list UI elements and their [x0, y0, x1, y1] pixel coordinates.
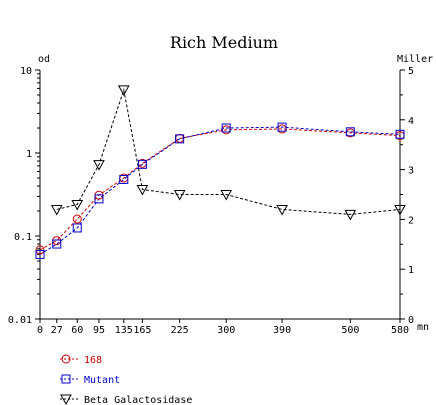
x-tick-label: 135: [115, 325, 133, 336]
x-tick-label: 165: [133, 325, 151, 336]
data-point-series-2: [345, 127, 355, 137]
data-point-series-2: [72, 223, 82, 233]
y-right-tick-label: 4: [408, 116, 414, 127]
x-tick-label: 27: [51, 325, 63, 336]
y-right-tick-label: 0: [408, 315, 414, 326]
data-point-series-2: [175, 134, 185, 144]
y-right-tick-label: 1: [408, 265, 414, 276]
data-point-series-3: [394, 204, 406, 216]
data-point-series-1: [72, 214, 82, 224]
chart-title: Rich Medium: [170, 33, 278, 52]
data-point-series-3: [50, 204, 63, 216]
axis-ticks: 0.01 0.1 1 10 0 1 2 3 4 5 0 27 60 95 135 165 225 300 390 50…: [8, 66, 414, 336]
series-markers: [35, 85, 406, 259]
data-point-series-2: [119, 174, 129, 184]
data-point-series-3: [71, 199, 84, 211]
y-left-tick-label: 0.1: [14, 232, 32, 243]
x-tick-label: 390: [273, 325, 291, 336]
x-tick-label: 500: [341, 325, 359, 336]
y-right-tick-label: 3: [408, 166, 414, 177]
data-point-series-3: [93, 160, 105, 171]
data-point-series-3: [220, 190, 233, 201]
data-point-series-3: [136, 185, 149, 196]
series-line-3: [56, 87, 401, 215]
series-line-1: [39, 128, 401, 251]
x-tick-label: 0: [37, 325, 43, 336]
data-point-series-2: [35, 249, 45, 259]
data-point-series-2: [137, 159, 147, 169]
legend-marker: [61, 354, 71, 364]
legend-marker: [61, 374, 71, 384]
data-point-series-2: [277, 122, 287, 132]
data-point-series-2: [94, 194, 104, 204]
y-right-tick-label: 5: [408, 66, 414, 77]
data-point-series-3: [344, 209, 357, 221]
data-point-series-3: [276, 204, 288, 216]
series-lines: [39, 87, 401, 255]
legend-label: 168: [84, 355, 102, 366]
y-right-tick-label: 2: [408, 215, 414, 226]
legend-label: Beta Galactosidase: [84, 395, 192, 405]
y-left-tick-label: 10: [20, 66, 32, 77]
data-point-series-3: [173, 190, 186, 201]
legend-marker: [60, 394, 72, 405]
x-tick-label: 580: [391, 325, 409, 336]
y-left-tick-label: 1: [26, 149, 32, 160]
legend-label: Mutant: [84, 375, 120, 386]
x-tick-label: 95: [93, 325, 105, 336]
y-left-axis-label: od: [38, 54, 50, 65]
data-point-series-3: [117, 85, 130, 96]
x-tick-label: 300: [217, 325, 235, 336]
data-point-series-2: [221, 123, 231, 133]
x-axis-label: mn: [417, 322, 429, 333]
data-point-series-1: [35, 245, 45, 255]
y-left-tick-label: 0.01: [8, 315, 32, 326]
x-tick-label: 225: [171, 325, 189, 336]
legend: 168 Mutant Beta Galactosidase: [60, 354, 192, 405]
data-point-series-2: [52, 239, 62, 249]
x-tick-label: 60: [71, 325, 83, 336]
y-right-axis-label: Miller: [397, 54, 433, 65]
series-line-2: [39, 126, 401, 255]
data-point-series-2: [395, 129, 405, 139]
